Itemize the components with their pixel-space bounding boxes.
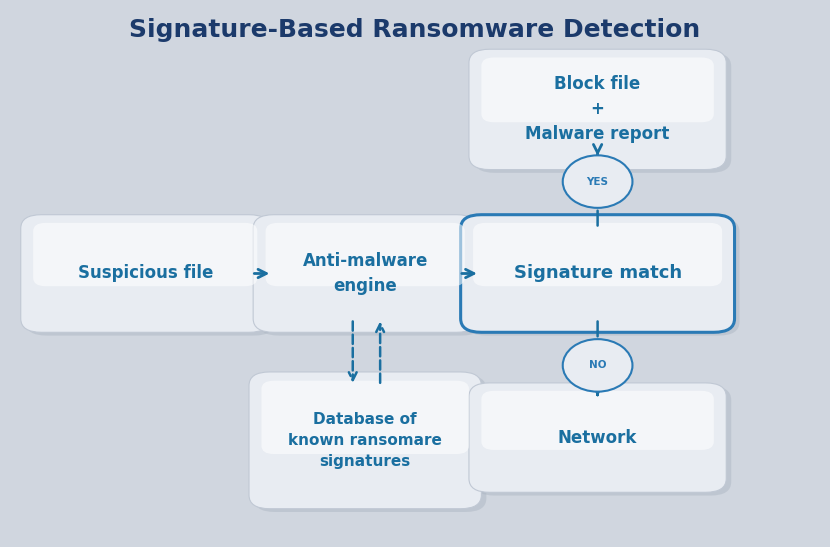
FancyBboxPatch shape — [261, 381, 469, 454]
FancyBboxPatch shape — [21, 215, 270, 333]
Text: Database of
known ransomare
signatures: Database of known ransomare signatures — [288, 412, 442, 469]
FancyBboxPatch shape — [26, 218, 275, 336]
FancyBboxPatch shape — [33, 223, 257, 286]
FancyBboxPatch shape — [249, 372, 481, 509]
FancyBboxPatch shape — [481, 57, 714, 122]
Text: Suspicious file: Suspicious file — [77, 265, 213, 282]
FancyBboxPatch shape — [258, 218, 482, 336]
Ellipse shape — [563, 155, 632, 208]
FancyBboxPatch shape — [474, 53, 731, 173]
FancyBboxPatch shape — [474, 386, 731, 496]
FancyBboxPatch shape — [266, 223, 465, 286]
FancyBboxPatch shape — [469, 383, 726, 492]
FancyBboxPatch shape — [469, 49, 726, 170]
Text: Network: Network — [558, 429, 637, 446]
FancyBboxPatch shape — [254, 375, 486, 512]
Text: Signature match: Signature match — [514, 265, 681, 282]
Text: Block file
+
Malware report: Block file + Malware report — [525, 75, 670, 143]
FancyBboxPatch shape — [461, 215, 735, 333]
FancyBboxPatch shape — [481, 391, 714, 450]
FancyBboxPatch shape — [466, 218, 740, 336]
Text: Signature-Based Ransomware Detection: Signature-Based Ransomware Detection — [129, 18, 701, 42]
Text: NO: NO — [588, 360, 607, 370]
FancyBboxPatch shape — [253, 215, 477, 333]
Text: YES: YES — [587, 177, 608, 187]
Ellipse shape — [563, 339, 632, 392]
Text: Anti-malware
engine: Anti-malware engine — [302, 252, 428, 295]
FancyBboxPatch shape — [473, 223, 722, 286]
